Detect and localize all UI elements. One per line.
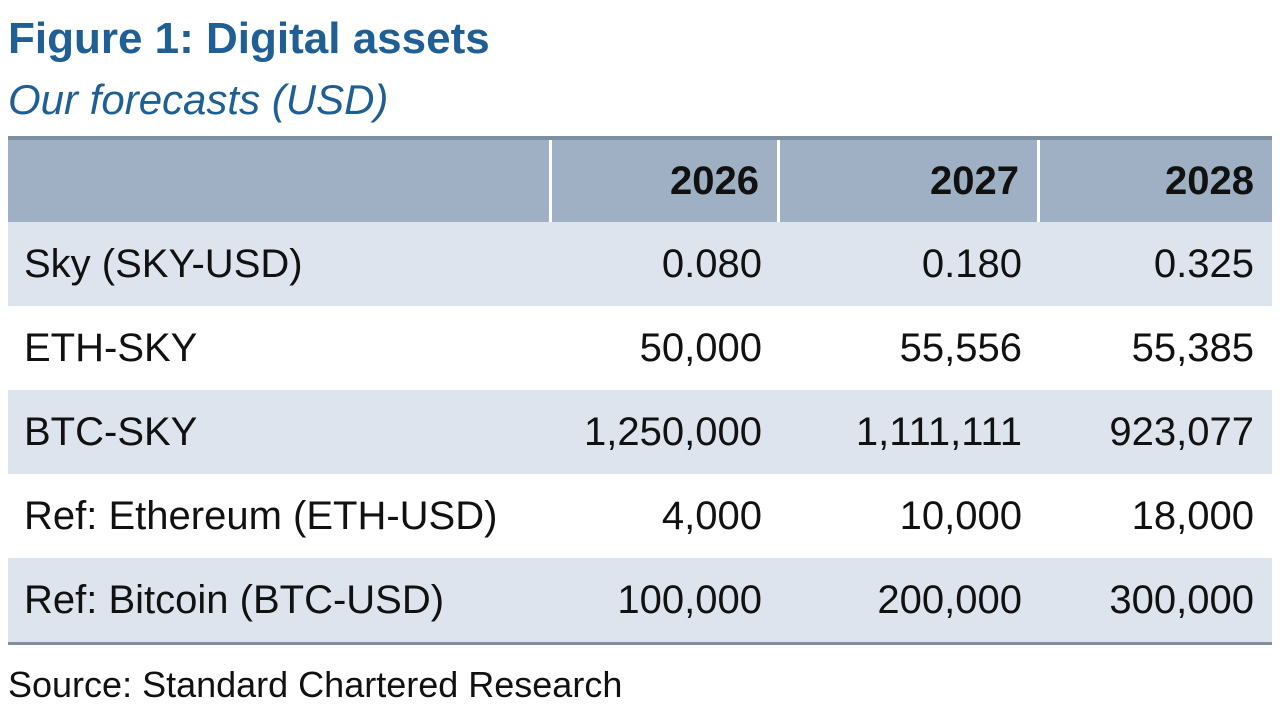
table-top-rule (8, 136, 1272, 140)
row-label: Sky (SKY-USD) (8, 222, 552, 306)
header-cell-2027: 2027 (780, 140, 1040, 222)
row-value: 55,385 (1040, 306, 1272, 390)
row-value: 923,077 (1040, 390, 1272, 474)
table-bottom-rule (8, 642, 1272, 645)
row-value: 0.080 (552, 222, 780, 306)
row-value: 1,111,111 (780, 390, 1040, 474)
forecast-table-container: 2026 2027 2028 Sky (SKY-USD) 0.080 0.180… (8, 136, 1272, 645)
header-cell-2028: 2028 (1040, 140, 1272, 222)
header-cell-label (8, 140, 552, 222)
row-value: 4,000 (552, 474, 780, 558)
table-row: Ref: Ethereum (ETH-USD) 4,000 10,000 18,… (8, 474, 1272, 558)
row-value: 300,000 (1040, 558, 1272, 642)
row-label: ETH-SKY (8, 306, 552, 390)
row-label: Ref: Bitcoin (BTC-USD) (8, 558, 552, 642)
table-row: BTC-SKY 1,250,000 1,111,111 923,077 (8, 390, 1272, 474)
row-value: 0.180 (780, 222, 1040, 306)
table-row: Sky (SKY-USD) 0.080 0.180 0.325 (8, 222, 1272, 306)
table-header-row: 2026 2027 2028 (8, 140, 1272, 222)
row-value: 10,000 (780, 474, 1040, 558)
row-value: 200,000 (780, 558, 1040, 642)
source-note: Source: Standard Chartered Research (8, 664, 623, 705)
row-value: 18,000 (1040, 474, 1272, 558)
forecast-table: 2026 2027 2028 Sky (SKY-USD) 0.080 0.180… (8, 140, 1272, 642)
table-row: ETH-SKY 50,000 55,556 55,385 (8, 306, 1272, 390)
row-label: BTC-SKY (8, 390, 552, 474)
figure-title: Figure 1: Digital assets (8, 14, 490, 63)
row-value: 0.325 (1040, 222, 1272, 306)
row-value: 50,000 (552, 306, 780, 390)
row-value: 55,556 (780, 306, 1040, 390)
row-value: 1,250,000 (552, 390, 780, 474)
table-row: Ref: Bitcoin (BTC-USD) 100,000 200,000 3… (8, 558, 1272, 642)
header-cell-2026: 2026 (552, 140, 780, 222)
row-value: 100,000 (552, 558, 780, 642)
row-label: Ref: Ethereum (ETH-USD) (8, 474, 552, 558)
figure-subtitle: Our forecasts (USD) (8, 76, 389, 123)
